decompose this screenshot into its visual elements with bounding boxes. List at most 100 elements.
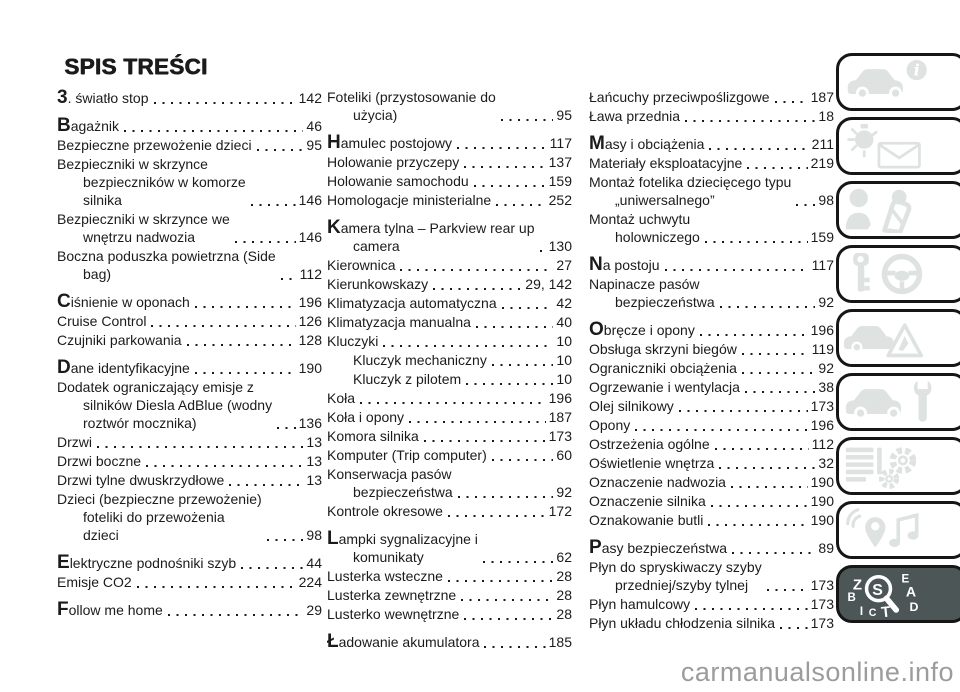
entry-label: Elektryczne podnośniki szyb <box>57 552 237 573</box>
dot-leader <box>708 524 808 526</box>
chapter-tile-starting-driving[interactable] <box>836 245 960 303</box>
toc-entry: Dodatek ograniczający emisje z silników … <box>57 378 322 432</box>
entry-page-number: 10 <box>556 371 572 387</box>
dot-leader <box>796 204 816 206</box>
dot-leader <box>97 446 304 448</box>
toc-entry: Łańcuchy przeciwpoślizgowe 187 <box>589 88 834 106</box>
dot-leader <box>234 241 296 243</box>
dot-leader <box>146 465 304 467</box>
toc-entry: Na postoju 117 <box>589 255 834 274</box>
dot-leader <box>194 306 296 308</box>
dot-leader <box>780 627 808 629</box>
dot-leader <box>731 552 816 554</box>
entry-page-number: 136 <box>298 415 322 431</box>
chapter-tile-warning-lights-messages[interactable] <box>836 117 960 175</box>
toc-entry: Napinacze pasów bezpieczeństwa 92 <box>589 275 834 311</box>
dot-leader <box>496 204 546 206</box>
dot-leader <box>360 402 546 404</box>
toc-entry: Obręcze i opony 196 <box>589 320 834 339</box>
entry-page-number: 252 <box>548 192 572 208</box>
entry-label: Klimatyzacja manualna <box>327 314 471 330</box>
dot-leader <box>461 599 554 601</box>
entry-page-number: 142 <box>298 90 322 106</box>
entry-label: Płyn układu chłodzenia silnika <box>589 615 775 631</box>
entry-label: Drzwi boczne <box>57 453 142 469</box>
entry-label: Ostrzeżenia ogólne <box>589 436 710 452</box>
entry-page-number: 95 <box>556 107 572 123</box>
entry-label: Napinacze pasów bezpieczeństwa <box>589 276 715 310</box>
toc-entry: Bezpieczniki w skrzynce bezpieczników w … <box>57 155 322 209</box>
chapter-tile-technical-data[interactable] <box>836 437 960 495</box>
entry-label: Ładowanie akumulatora <box>327 631 480 652</box>
entry-page-number: 126 <box>298 313 322 329</box>
entry-label: Cruise Control <box>57 313 147 329</box>
dot-leader <box>153 102 296 104</box>
dot-leader <box>186 344 296 346</box>
toc-entry: Lusterka wsteczne 28 <box>327 567 572 585</box>
entry-label: Dane identyfikacyjne <box>57 357 190 378</box>
entry-page-number: 89 <box>818 540 834 556</box>
toc-entry: Montaż fotelika dziecięcego typu „uniwer… <box>589 173 834 209</box>
toc-entry: Lampki sygnalizacyjne i komunikaty 62 <box>327 529 572 566</box>
entry-page-number: 18 <box>818 108 834 124</box>
dot-leader <box>151 325 296 327</box>
entry-label: Hamulec postojowy <box>327 132 453 153</box>
dot-leader <box>709 148 809 150</box>
toc-entry: Foteliki (przystosowanie do użycia) 95 <box>327 88 572 124</box>
chapter-tile-multimedia[interactable] <box>836 501 960 559</box>
dot-leader <box>256 149 304 151</box>
dot-leader <box>491 459 554 461</box>
entry-label: Olej silnikowy <box>589 398 674 414</box>
entry-label: Bagażnik <box>57 115 119 136</box>
page-title: SPIS TREŚCI <box>64 54 208 79</box>
chapter-tile-emergency[interactable] <box>836 309 960 367</box>
entry-label: Lusterka wsteczne <box>327 568 443 584</box>
chapter-tile-service-maintenance[interactable] <box>836 373 960 431</box>
entry-label: Ciśnienie w oponach <box>57 291 190 312</box>
entry-page-number: 13 <box>306 472 322 488</box>
dot-leader <box>447 580 554 582</box>
group-capital-letter: Ł <box>327 631 339 652</box>
entry-label: Materiały eksploatacyjne <box>589 155 743 171</box>
toc-entry: Komputer (Trip computer) 60 <box>327 446 572 464</box>
toc-entry: Płyn hamulcowy 173 <box>589 595 834 613</box>
toc-entry: Kontrole okresowe 172 <box>327 502 572 520</box>
dot-leader <box>635 429 808 431</box>
entry-label: Bezpieczne przewożenie dzieci <box>57 137 252 153</box>
toc-entry: Dane identyfikacyjne 190 <box>57 358 322 377</box>
toc-entry: Kierownica 27 <box>327 256 572 274</box>
toc-entry: Bagażnik 46 <box>57 116 322 135</box>
dot-leader <box>466 383 554 385</box>
group-capital-letter: F <box>57 599 69 620</box>
dot-leader <box>539 250 546 252</box>
entry-page-number: 13 <box>306 434 322 450</box>
entry-label: Dzieci (bezpieczne przewożenie) foteliki… <box>57 491 262 543</box>
entry-label: Kierownica <box>327 257 396 273</box>
entry-page-number: 117 <box>811 257 834 273</box>
entry-page-number: 42 <box>556 295 572 311</box>
chapter-tile-alphabetical-index[interactable]: Z B E A D I C T S <box>836 565 960 623</box>
entry-page-number: 159 <box>548 173 572 189</box>
entry-label: Komputer (Trip computer) <box>327 447 487 463</box>
entry-label: Dodatek ograniczający emisje z silników … <box>57 379 273 431</box>
svg-text:S: S <box>872 582 883 599</box>
svg-text:D: D <box>909 600 918 614</box>
entry-page-number: 173 <box>810 615 834 631</box>
toc-entry: Koła 196 <box>327 389 572 407</box>
toc-entry: Koła i opony 187 <box>327 408 572 426</box>
entry-page-number: 28 <box>556 606 572 622</box>
svg-text:A: A <box>906 584 916 600</box>
entry-label: Oznaczenie silnika <box>589 493 706 509</box>
chapter-tile-safety[interactable] <box>836 181 960 239</box>
entry-label: Ogrzewanie i wentylacja <box>589 379 740 395</box>
entry-label: Łańcuchy przeciwpoślizgowe <box>589 89 770 105</box>
car-wrench-icon <box>844 379 936 425</box>
entry-label: Kluczyki <box>327 333 379 349</box>
index-search-icon: Z B E A D I C T S <box>844 571 936 622</box>
dot-leader <box>433 288 523 290</box>
entry-page-number: 173 <box>810 596 834 612</box>
chapter-tile-vehicle-overview[interactable]: i <box>836 53 960 111</box>
svg-text:I: I <box>860 606 863 617</box>
dot-leader <box>766 589 808 591</box>
toc-entry: Lusterko wewnętrzne 28 <box>327 605 572 623</box>
